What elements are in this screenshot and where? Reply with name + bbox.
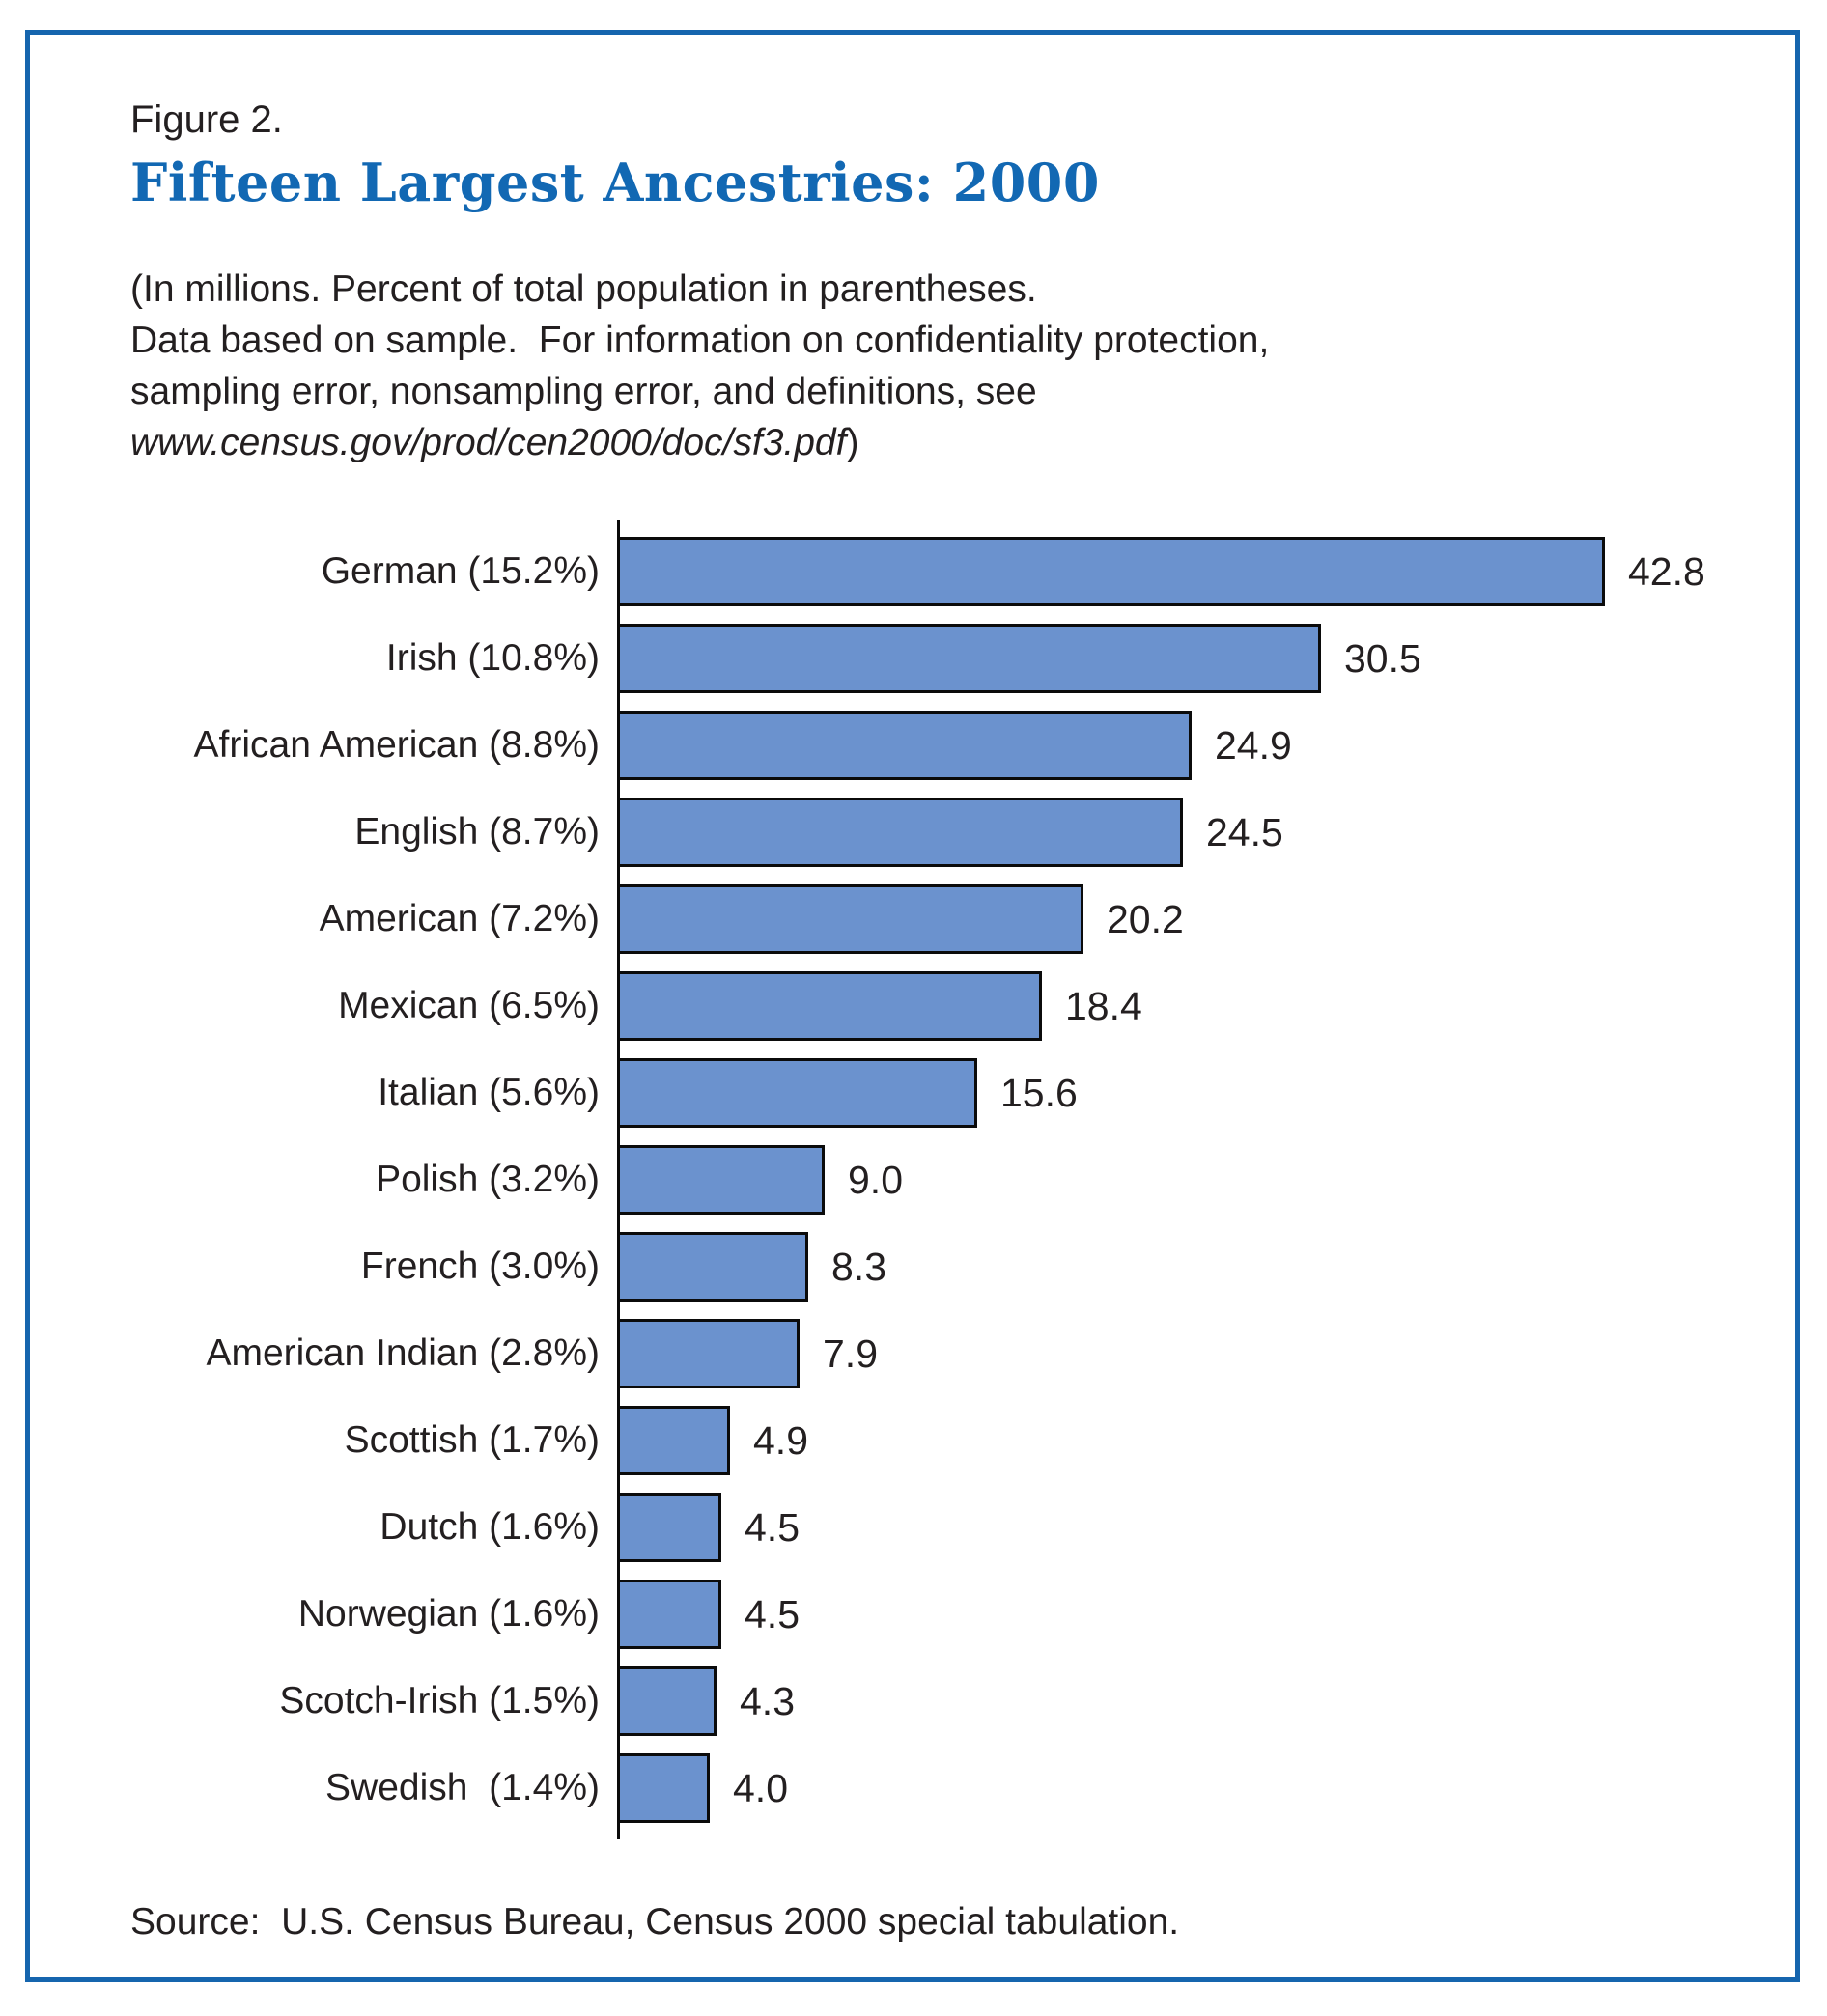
- bar-value-label: 9.0: [848, 1157, 903, 1202]
- bar: [617, 624, 1321, 693]
- bar-value-label: 24.9: [1215, 722, 1292, 768]
- bar-value-label: 15.6: [1000, 1070, 1078, 1115]
- note-line-1: (In millions. Percent of total populatio…: [130, 268, 1037, 310]
- note-url-suffix: ): [846, 422, 859, 463]
- bar-label: Polish (3.2%): [376, 1159, 600, 1200]
- bar-value-label: 8.3: [831, 1244, 886, 1289]
- bar: [617, 537, 1605, 606]
- source-note: Source: U.S. Census Bureau, Census 2000 …: [130, 1901, 1180, 1943]
- bar: [617, 971, 1042, 1041]
- note-url: www.census.gov/prod/cen2000/doc/sf3.pdf: [130, 422, 847, 463]
- bar-chart: German (15.2%) 42.8 Irish (10.8%) 30.5 Afric…: [130, 520, 1753, 1839]
- bar-value-label: 20.2: [1107, 896, 1184, 941]
- bar-row: German (15.2%) 42.8: [130, 528, 1753, 615]
- bar-label: Irish (10.8%): [385, 637, 600, 679]
- bar: [617, 1232, 808, 1302]
- bar-label: African American (8.8%): [193, 724, 601, 766]
- bar-value-label: 42.8: [1628, 548, 1705, 594]
- bar: [617, 711, 1192, 780]
- bar-row: Swedish (1.4%) 4.0: [130, 1745, 1753, 1832]
- bar-row: African American (8.8%) 24.9: [130, 702, 1753, 789]
- bar-row: Norwegian (1.6%) 4.5: [130, 1571, 1753, 1658]
- bar-label: Swedish (1.4%): [325, 1767, 600, 1808]
- bar-value-label: 4.3: [740, 1678, 795, 1723]
- bar-label: German (15.2%): [321, 550, 600, 592]
- bar-row: American Indian (2.8%) 7.9: [130, 1310, 1753, 1397]
- y-axis-line: [617, 520, 620, 1839]
- figure-title: Fifteen Largest Ancestries: 2000: [130, 152, 1100, 213]
- bar: [617, 798, 1183, 867]
- bar-row: Dutch (1.6%) 4.5: [130, 1484, 1753, 1571]
- bar: [617, 1493, 721, 1562]
- figure-frame: Figure 2. Fifteen Largest Ancestries: 20…: [25, 30, 1800, 1982]
- bar-label: French (3.0%): [360, 1246, 600, 1287]
- bar-row: Scotch-Irish (1.5%) 4.3: [130, 1658, 1753, 1745]
- bar: [617, 1406, 730, 1475]
- bar-label: Mexican (6.5%): [338, 985, 600, 1026]
- note-line-4: www.census.gov/prod/cen2000/doc/sf3.pdf): [130, 417, 1795, 468]
- bar-row: Polish (3.2%) 9.0: [130, 1136, 1753, 1223]
- bar-row: French (3.0%) 8.3: [130, 1223, 1753, 1310]
- bar-value-label: 4.5: [745, 1591, 800, 1637]
- figure-note: (In millions. Percent of total populatio…: [130, 264, 1795, 468]
- bar-row: Mexican (6.5%) 18.4: [130, 963, 1753, 1050]
- bar-value-label: 4.9: [753, 1417, 808, 1463]
- bar-row: Scottish (1.7%) 4.9: [130, 1397, 1753, 1484]
- bar-label: Italian (5.6%): [378, 1072, 600, 1113]
- bar-label: Dutch (1.6%): [379, 1506, 600, 1548]
- figure-label: Figure 2.: [130, 98, 283, 141]
- bar-label: Scottish (1.7%): [344, 1419, 600, 1461]
- bar-value-label: 18.4: [1065, 983, 1142, 1028]
- bar-label: Scotch-Irish (1.5%): [279, 1680, 600, 1722]
- bar: [617, 884, 1083, 954]
- bar: [617, 1145, 825, 1215]
- note-line-3: sampling error, nonsampling error, and d…: [130, 371, 1037, 412]
- bar-value-label: 4.5: [745, 1504, 800, 1550]
- bar: [617, 1753, 710, 1823]
- bar-row: American (7.2%) 20.2: [130, 876, 1753, 963]
- note-line-2: Data based on sample. For information on…: [130, 320, 1270, 361]
- bar-value-label: 24.5: [1206, 809, 1283, 854]
- bar-row: English (8.7%) 24.5: [130, 789, 1753, 876]
- bar-value-label: 30.5: [1344, 635, 1421, 681]
- bar-label: Norwegian (1.6%): [297, 1593, 600, 1635]
- bar: [617, 1580, 721, 1649]
- bar-row: Italian (5.6%) 15.6: [130, 1050, 1753, 1136]
- bar-row: Irish (10.8%) 30.5: [130, 615, 1753, 702]
- bar: [617, 1666, 717, 1736]
- bar-value-label: 4.0: [733, 1765, 788, 1810]
- bar-label: English (8.7%): [354, 811, 600, 853]
- bar-value-label: 7.9: [823, 1330, 878, 1376]
- bar: [617, 1058, 977, 1128]
- bar: [617, 1319, 800, 1388]
- bar-label: American Indian (2.8%): [206, 1332, 600, 1374]
- bar-label: American (7.2%): [319, 898, 600, 939]
